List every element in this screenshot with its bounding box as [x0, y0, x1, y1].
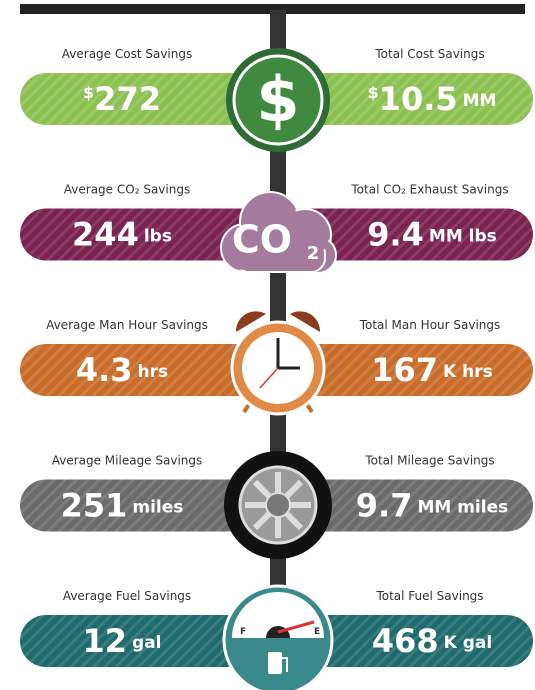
value: 9.4	[367, 216, 424, 254]
right-label: Total Fuel Savings	[375, 589, 483, 603]
top-bar	[20, 4, 525, 14]
gauge-e: E	[314, 627, 320, 637]
value: 167	[371, 351, 438, 389]
value: 244	[72, 216, 139, 254]
value: 272	[94, 80, 161, 118]
dollar-icon: $	[226, 48, 330, 152]
right-value: 9.4 MM lbs	[367, 216, 497, 254]
prefix: $	[368, 83, 379, 102]
rows: Average Cost Savings Total Cost Savings $2…	[20, 47, 533, 667]
right-value: 9.7 MM miles	[356, 487, 508, 525]
right-label: Total Man Hour Savings	[359, 318, 501, 332]
right-label: Total Mileage Savings	[364, 454, 494, 468]
unit: K gal	[444, 633, 493, 653]
left-label: Average CO₂ Savings	[64, 183, 190, 197]
unit: K hrs	[443, 362, 493, 382]
left-value: 4.3 hrs	[76, 351, 168, 389]
right-value: 167 K hrs	[371, 351, 493, 389]
left-value: $272	[83, 80, 161, 118]
value: 4.3	[76, 351, 133, 389]
value: 468	[372, 622, 439, 660]
right-value: 468 K gal	[372, 622, 492, 660]
value: 251	[61, 487, 128, 525]
unit: miles	[132, 498, 183, 518]
unit: MM miles	[417, 498, 508, 518]
left-label: Average Man Hour Savings	[46, 318, 208, 332]
unit: lbs	[144, 227, 172, 247]
unit: gal	[132, 633, 161, 653]
unit: hrs	[138, 362, 169, 382]
prefix: $	[83, 83, 94, 102]
unit: MM lbs	[429, 227, 497, 247]
co2-text: CO	[232, 218, 292, 262]
gauge-icon: F E	[222, 584, 334, 690]
co2-icon: CO 2	[220, 191, 337, 274]
right-label: Total CO₂ Exhaust Savings	[350, 183, 508, 197]
value: 9.7	[356, 487, 413, 525]
left-value: 244 lbs	[72, 216, 172, 254]
left-label: Average Cost Savings	[62, 47, 192, 61]
left-label: Average Fuel Savings	[63, 589, 191, 603]
dollar-sign: $	[256, 63, 299, 136]
value: 12	[83, 622, 128, 660]
value: 10.5	[379, 80, 458, 118]
co2-sub: 2	[307, 243, 320, 264]
left-value: 12 gal	[83, 622, 162, 660]
left-value: 251 miles	[61, 487, 184, 525]
tire-icon	[224, 451, 332, 559]
clock-icon	[230, 311, 326, 416]
right-value: $10.5 MM	[368, 80, 497, 118]
left-label: Average Mileage Savings	[52, 454, 203, 468]
right-label: Total Cost Savings	[374, 47, 484, 61]
unit: MM	[463, 91, 497, 111]
gauge-f: F	[240, 627, 246, 637]
